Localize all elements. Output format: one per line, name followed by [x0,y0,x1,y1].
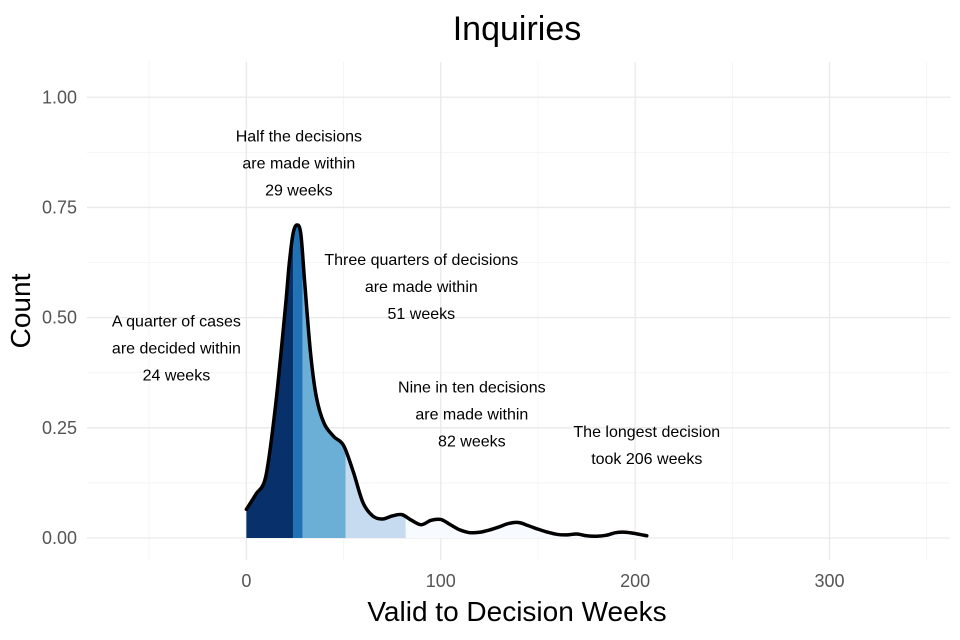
x-tick-label: 100 [426,571,456,591]
annotation-line: are decided within [112,340,241,357]
annotation-3: Three quarters of decisions are made with… [324,252,518,323]
y-tick-label: 1.00 [42,87,77,107]
annotation-5: The longest decision took 206 weeks [573,424,720,468]
x-axis-title: Valid to Decision Weeks [367,596,666,627]
density-line-group [244,223,649,538]
annotation-line: are made within [242,155,355,172]
quantile-band-1 [246,233,294,538]
quantile-band-2 [293,225,303,538]
y-tick-label: 0.75 [42,197,77,217]
quantile-band-3 [302,258,346,538]
x-tick-label: 200 [620,571,650,591]
x-axis: 0 100 200 300 [241,571,844,591]
annotation-2: Half the decisions are made within 29 week… [236,128,362,199]
annotations: A quarter of cases are decided within 24 w… [112,128,720,468]
annotation-line: The longest decision [573,424,720,441]
annotation-line: Half the decisions [236,128,362,145]
y-tick-label: 0.50 [42,308,77,328]
y-axis: 0.00 0.25 0.50 0.75 1.00 [42,87,77,548]
annotation-line: A quarter of cases [112,313,241,330]
annotation-line: are made within [365,279,478,296]
grid [87,62,950,560]
annotation-4: Nine in ten decisions are made within 82 w… [398,380,546,451]
annotation-line: 51 weeks [388,306,456,323]
quantile-band-4 [345,450,406,538]
annotation-line: 82 weeks [438,434,506,451]
density-line [244,223,649,538]
annotation-line: Three quarters of decisions [324,252,518,269]
x-tick-label: 300 [814,571,844,591]
annotation-line: took 206 weeks [591,451,702,468]
chart-title: Inquiries [453,10,582,48]
y-tick-label: 0.25 [42,418,77,438]
annotation-line: Nine in ten decisions [398,380,546,397]
y-tick-label: 0.00 [42,528,77,548]
y-axis-title: Count [5,273,36,348]
annotation-1: A quarter of cases are decided within 24 w… [112,313,241,384]
annotation-line: 24 weeks [143,367,211,384]
x-tick-label: 0 [241,571,251,591]
annotation-line: 29 weeks [265,182,333,199]
annotation-line: are made within [415,407,528,424]
